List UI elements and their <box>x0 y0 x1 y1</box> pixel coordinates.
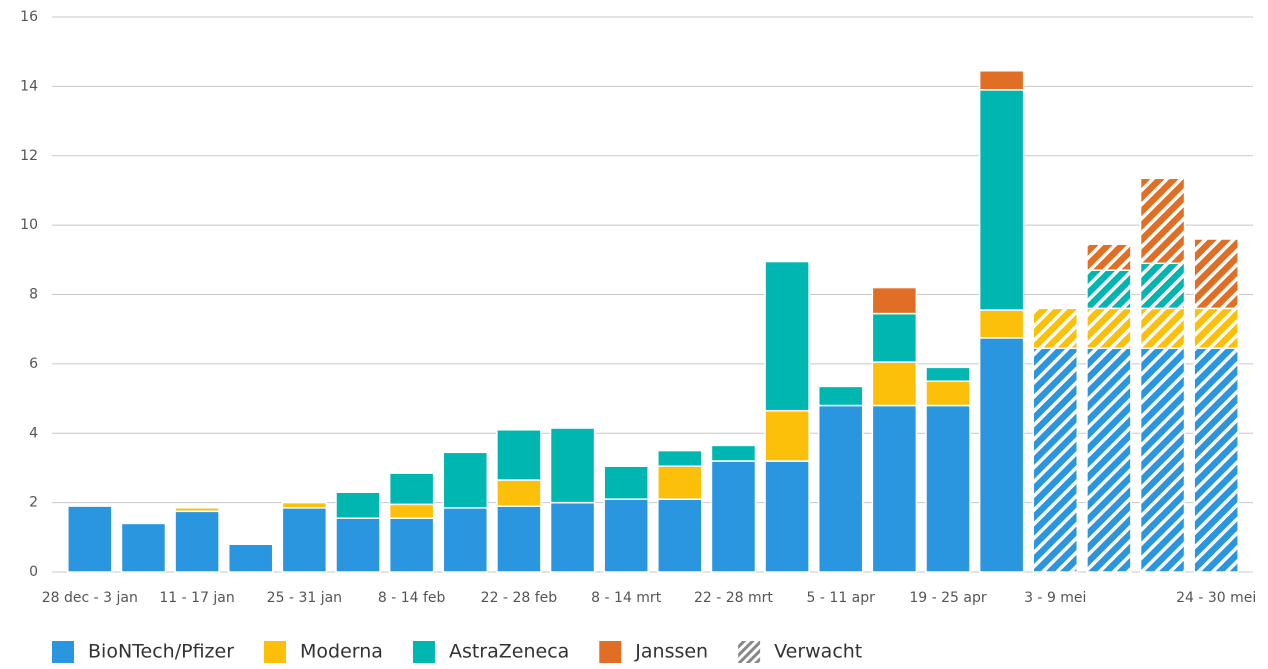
hatch <box>1086 308 1131 349</box>
x-tick-label: 8 - 14 mrt <box>591 590 662 606</box>
x-tick-label: 22 - 28 feb <box>481 590 558 606</box>
bar-segment <box>657 498 703 573</box>
y-tick-label: 6 <box>29 356 38 372</box>
x-tick-label: 22 - 28 mrt <box>694 590 773 606</box>
bar-segment <box>764 409 810 462</box>
x-tick-label: 11 - 17 jan <box>159 590 234 606</box>
bar-segment <box>978 337 1025 573</box>
bar-segment <box>871 286 918 315</box>
bar-segment <box>281 501 328 509</box>
x-tick-label: 28 dec - 3 jan <box>42 590 138 606</box>
bar-segment <box>978 89 1025 311</box>
y-tick-label: 0 <box>29 564 38 580</box>
bar-segment <box>978 70 1025 91</box>
bar-segment <box>442 451 489 509</box>
bar-segment <box>388 517 435 573</box>
bar-segment <box>657 449 703 467</box>
x-tick-label: 5 - 11 apr <box>807 590 876 606</box>
bar-segment <box>388 503 435 519</box>
bar-segment <box>817 385 864 407</box>
bar-segment <box>67 505 113 573</box>
legend-label: AstraZeneca <box>449 641 569 663</box>
y-tick-label: 8 <box>29 287 38 303</box>
bar-segment <box>657 465 703 500</box>
hatch <box>1086 244 1131 271</box>
hatch <box>1194 308 1239 349</box>
bar-segment <box>496 505 542 573</box>
bar-segment <box>549 427 596 504</box>
x-tick-label: 19 - 25 apr <box>909 590 986 606</box>
x-tick-label: 3 - 9 mei <box>1024 590 1086 606</box>
bar-segment <box>764 460 810 573</box>
hatch <box>1033 308 1078 349</box>
bar-segment <box>764 260 810 412</box>
x-tick-label: 24 - 30 mei <box>1176 590 1256 606</box>
hatch <box>1140 348 1185 572</box>
legend-swatch <box>738 641 761 663</box>
legend-swatch <box>52 641 74 663</box>
bar-segment <box>978 309 1025 339</box>
bar-segment <box>174 510 220 573</box>
bar-segment <box>496 429 542 481</box>
hatch <box>1140 178 1185 264</box>
x-tick-label: 8 - 14 feb <box>378 590 446 606</box>
bar-segment <box>335 517 381 573</box>
bar-segment <box>925 380 971 407</box>
hatch <box>1086 270 1131 309</box>
y-tick-label: 2 <box>29 495 38 511</box>
hatch <box>1140 263 1185 309</box>
y-tick-label: 10 <box>20 217 38 233</box>
legend-label: Verwacht <box>774 641 862 663</box>
bar-segment <box>871 361 918 407</box>
bar-segment <box>925 366 971 382</box>
bar-segment <box>871 312 918 363</box>
hatch <box>1140 308 1185 349</box>
legend: BioNTech/Pfizer Moderna AstraZeneca Janssen… <box>52 641 862 663</box>
y-tick-label: 12 <box>20 148 38 164</box>
bar-segment <box>710 444 757 462</box>
bar-segment <box>549 501 596 573</box>
x-tick-label: 25 - 31 jan <box>267 590 342 606</box>
y-tick-label: 14 <box>20 78 38 94</box>
legend-label: Janssen <box>634 641 708 663</box>
bar-segment <box>603 498 649 573</box>
legend-swatch <box>264 641 287 663</box>
hatch <box>1194 239 1239 309</box>
bar-segment <box>281 507 328 573</box>
bar-segment <box>817 404 864 573</box>
bar-segment <box>335 491 381 519</box>
bar-segment <box>871 404 918 573</box>
bar-segment <box>120 522 167 573</box>
bar-segment <box>925 404 971 573</box>
legend-swatch <box>412 641 435 663</box>
y-tick-label: 4 <box>29 425 38 441</box>
bar-segment <box>227 543 274 573</box>
bar-segment <box>442 507 489 573</box>
legend-label: BioNTech/Pfizer <box>88 641 234 663</box>
bar-segment <box>710 460 757 573</box>
hatch <box>1086 348 1131 572</box>
bar-segment <box>603 465 649 500</box>
hatch <box>1033 348 1078 572</box>
bar-segment <box>388 472 435 506</box>
bar-segment <box>174 507 220 513</box>
legend-swatch <box>599 641 622 663</box>
y-tick-label: 16 <box>20 9 38 25</box>
bar-segment <box>496 479 542 507</box>
hatch <box>1194 348 1239 572</box>
legend-label: Moderna <box>300 641 383 663</box>
